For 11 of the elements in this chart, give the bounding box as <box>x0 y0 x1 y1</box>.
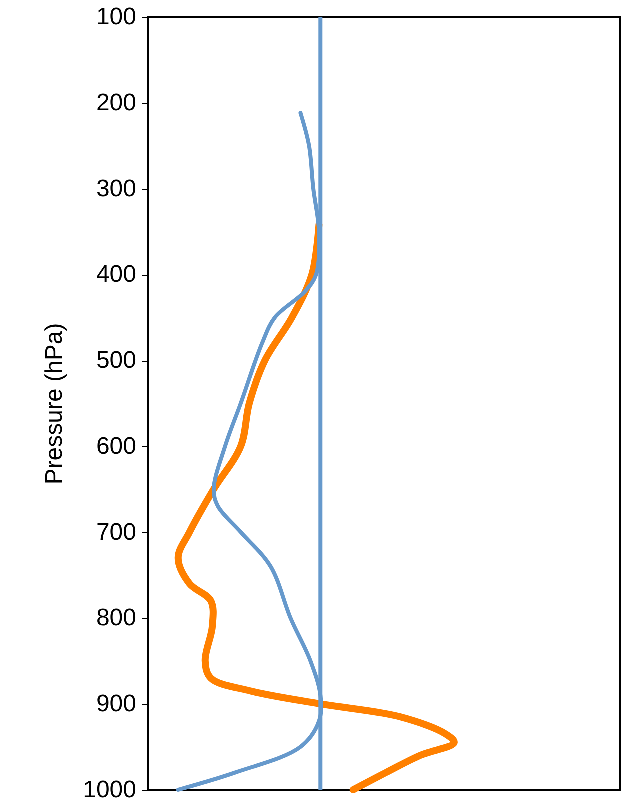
y-tick-label: 600 <box>96 432 136 460</box>
y-tick-label: 500 <box>96 347 136 374</box>
y-tick-label: 1000 <box>83 776 136 804</box>
y-tick-label: 200 <box>96 89 136 116</box>
y-tick-label: 400 <box>96 261 136 288</box>
y-tick-label: 800 <box>96 604 136 632</box>
y-tick-label: 700 <box>96 518 136 546</box>
y-tick-label: 100 <box>96 4 136 30</box>
y-tick-label: 300 <box>96 175 136 202</box>
y-axis-title: Pressure (hPa) <box>41 323 68 485</box>
y-tick-label: 900 <box>96 690 136 718</box>
